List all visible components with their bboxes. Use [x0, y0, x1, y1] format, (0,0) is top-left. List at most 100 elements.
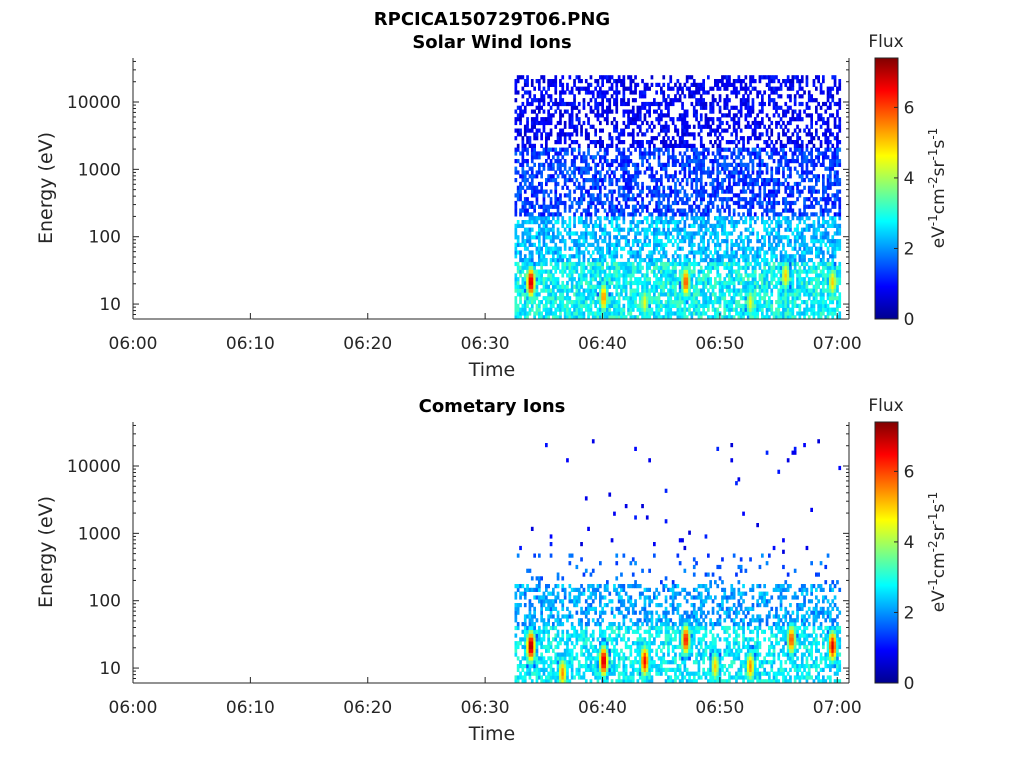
heatmap-cell	[629, 223, 633, 228]
heatmap-cell	[615, 273, 619, 278]
heatmap-cell	[514, 120, 518, 126]
heatmap-cell	[761, 311, 764, 316]
heatmap-cell	[538, 162, 541, 167]
heatmap-cell	[620, 174, 623, 179]
heatmap-cell	[608, 208, 612, 213]
heatmap-cell	[653, 311, 656, 316]
heatmap-cell	[660, 166, 663, 171]
heatmap-cell	[622, 269, 626, 274]
heatmap-cell	[540, 132, 543, 137]
heatmap-cell	[514, 227, 518, 232]
heatmap-cell	[735, 105, 738, 110]
heatmap-cell	[653, 227, 656, 232]
heatmap-cell	[699, 98, 703, 103]
heatmap-cell	[812, 220, 816, 225]
heatmap-cell	[627, 86, 630, 91]
heatmap-cell	[789, 227, 792, 232]
heatmap-cell	[561, 170, 565, 175]
heatmap-cell	[770, 132, 774, 137]
heatmap-cell	[763, 261, 766, 267]
heatmap-cell	[556, 220, 560, 225]
heatmap-cell	[528, 94, 532, 99]
heatmap-cell	[559, 101, 562, 107]
heatmap-cell	[645, 216, 649, 221]
heatmap-cell	[746, 94, 750, 99]
heatmap-cell	[751, 75, 755, 80]
heatmap-cell	[800, 235, 804, 240]
heatmap-cell	[732, 159, 736, 164]
heatmap-cell	[638, 90, 642, 95]
heatmap-cell	[650, 296, 654, 301]
heatmap-cell	[735, 303, 738, 308]
heatmap-cell	[620, 254, 623, 259]
heatmap-cell	[803, 288, 806, 293]
heatmap-cell	[653, 239, 656, 244]
heatmap-cell	[815, 147, 818, 152]
heatmap-cell	[751, 284, 755, 289]
heatmap-cell	[566, 101, 569, 107]
heatmap-cell	[819, 212, 823, 217]
heatmap-cell	[768, 261, 771, 267]
heatmap-cell	[587, 258, 590, 263]
heatmap-cell	[594, 284, 597, 289]
heatmap-cell	[737, 140, 741, 145]
heatmap-cell	[591, 258, 595, 263]
heatmap-cell	[681, 307, 684, 312]
heatmap-cell	[650, 223, 654, 228]
heatmap-cell	[695, 185, 698, 190]
heatmap-cell	[634, 300, 637, 305]
heatmap-cell	[521, 101, 525, 107]
heatmap-cell	[608, 86, 612, 91]
heatmap-cell	[535, 220, 539, 225]
heatmap-cell	[533, 132, 536, 137]
heatmap-cell	[591, 109, 595, 114]
heatmap-cell	[615, 254, 619, 259]
heatmap-cell	[530, 303, 534, 308]
heatmap-cell	[636, 109, 640, 114]
heatmap-cell	[641, 246, 644, 251]
heatmap-cell	[523, 265, 527, 270]
heatmap-cell	[584, 170, 588, 175]
heatmap-cell	[638, 204, 642, 209]
heatmap-cell	[676, 254, 680, 259]
heatmap-cell	[530, 296, 534, 301]
heatmap-cell	[803, 128, 806, 133]
heatmap-cell	[744, 174, 748, 179]
heatmap-cell	[570, 120, 574, 126]
heatmap-cell	[805, 147, 809, 152]
heatmap-cell	[678, 82, 682, 87]
heatmap-cell	[667, 227, 670, 232]
heatmap-cell	[746, 120, 750, 126]
heatmap-cell	[793, 300, 797, 305]
heatmap-cell	[634, 86, 637, 91]
heatmap-cell	[587, 178, 590, 183]
heatmap-cell	[728, 300, 731, 305]
heatmap-cell	[530, 288, 534, 293]
heatmap-cell	[650, 300, 654, 305]
heatmap-cell	[606, 162, 609, 167]
heatmap-cell	[599, 307, 602, 312]
heatmap-cell	[772, 208, 776, 213]
heatmap-cell	[763, 269, 766, 274]
heatmap-cell	[669, 155, 673, 160]
heatmap-cell	[671, 273, 675, 278]
heatmap-cell	[608, 239, 612, 244]
heatmap-cell	[782, 79, 785, 84]
heatmap-cell	[782, 208, 785, 213]
heatmap-cell	[810, 120, 813, 126]
heatmap-cell	[739, 235, 743, 240]
heatmap-cell	[528, 239, 532, 244]
heatmap-cell	[577, 101, 581, 107]
heatmap-cell	[697, 315, 701, 320]
heatmap-cell	[749, 200, 752, 206]
heatmap-cell	[817, 273, 820, 278]
heatmap-cell	[620, 155, 623, 160]
heatmap-cell	[516, 159, 520, 164]
heatmap-cell	[770, 120, 774, 126]
heatmap-cell	[800, 284, 804, 289]
heatmap-cell	[667, 300, 670, 305]
heatmap-cell	[566, 280, 569, 286]
heatmap-cell	[791, 193, 795, 198]
heatmap-cell	[582, 220, 586, 225]
heatmap-cell	[580, 193, 583, 198]
